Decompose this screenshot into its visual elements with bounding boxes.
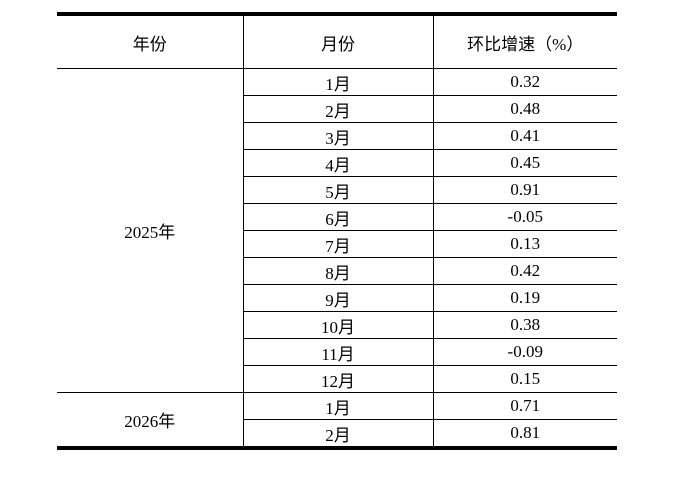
year-cell: 2025年 (56, 68, 244, 393)
header-row: 年份 月份 环比增速（%） (56, 13, 618, 69)
month-cell: 2月 (242, 419, 434, 449)
month-cell: 7月 (242, 230, 434, 258)
col-header-growth: 环比增速（%） (432, 13, 618, 69)
month-cell: 1月 (242, 68, 434, 96)
year-cell: 2026年 (56, 392, 244, 449)
month-cell: 3月 (242, 122, 434, 150)
value-cell: 0.91 (432, 176, 618, 204)
table-row: 3月 0.41 (57, 122, 618, 150)
month-cell: 10月 (242, 311, 434, 339)
col-header-month: 月份 (242, 13, 434, 69)
value-cell: 0.48 (432, 95, 618, 123)
table-row: 6月 -0.05 (57, 203, 618, 231)
value-cell: -0.09 (432, 338, 618, 366)
value-cell: 0.32 (432, 68, 618, 96)
value-cell: -0.05 (432, 203, 618, 231)
value-cell: 0.41 (432, 122, 618, 150)
month-cell: 6月 (242, 203, 434, 231)
table-row: 10月 0.38 (57, 311, 618, 339)
table-row: 4月 0.45 (57, 149, 618, 177)
month-cell: 5月 (242, 176, 434, 204)
month-on-month-growth-table: 年份 月份 环比增速（%） 2025年 1月 0.32 2月 0.48 3月 0.41 4月 0… (56, 12, 618, 450)
table-row: 8月 0.42 (57, 257, 618, 285)
table-row: 12月 0.15 (57, 365, 618, 393)
month-cell: 4月 (242, 149, 434, 177)
table-row: 2月 0.48 (57, 95, 618, 123)
value-cell: 0.15 (432, 365, 618, 393)
value-cell: 0.38 (432, 311, 618, 339)
month-cell: 2月 (242, 95, 434, 123)
value-cell: 0.71 (432, 392, 618, 420)
table-row: 7月 0.13 (57, 230, 618, 258)
col-header-year: 年份 (56, 13, 244, 69)
table-body: 2025年 1月 0.32 2月 0.48 3月 0.41 4月 0.45 5月 0.91 6月 -0.… (56, 68, 618, 449)
value-cell: 0.19 (432, 284, 618, 312)
month-cell: 1月 (242, 392, 434, 420)
value-cell: 0.13 (432, 230, 618, 258)
month-cell: 12月 (242, 365, 434, 393)
table-row: 9月 0.19 (57, 284, 618, 312)
value-cell: 0.45 (432, 149, 618, 177)
value-cell: 0.81 (432, 419, 618, 449)
table-row: 2025年 1月 0.32 (56, 68, 618, 393)
month-cell: 11月 (242, 338, 434, 366)
document-page: 年份 月份 环比增速（%） 2025年 1月 0.32 2月 0.48 3月 0.41 4月 0… (56, 12, 618, 450)
table-row: 2月 0.81 (57, 419, 618, 449)
month-cell: 9月 (242, 284, 434, 312)
table-row: 5月 0.91 (57, 176, 618, 204)
value-cell: 0.42 (432, 257, 618, 285)
month-cell: 8月 (242, 257, 434, 285)
table-row: 2026年 1月 0.71 (56, 392, 618, 449)
